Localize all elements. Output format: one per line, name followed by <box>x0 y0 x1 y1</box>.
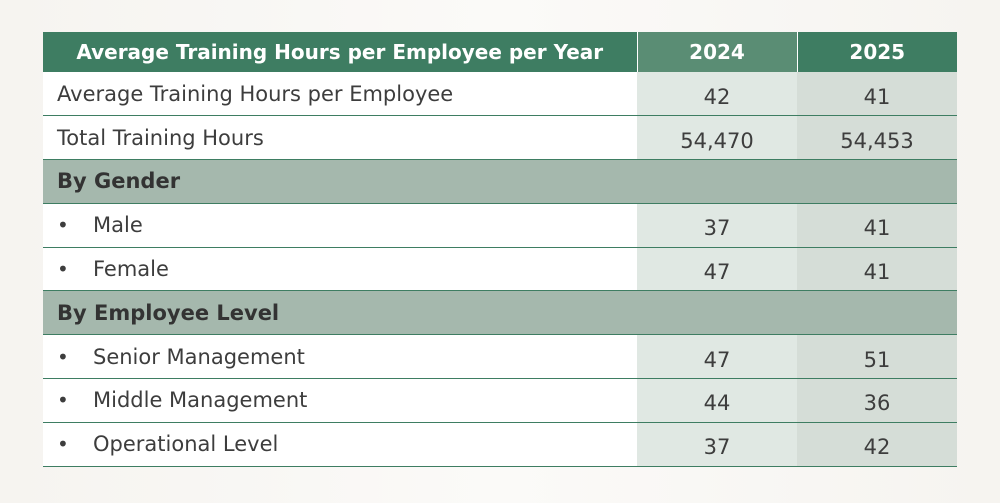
value-2024: 44 <box>637 378 797 423</box>
row-label: Operational Level <box>93 432 279 457</box>
value-2024: 37 <box>637 203 797 248</box>
bullet-marker: • <box>57 213 69 238</box>
value-2025: 41 <box>797 72 957 117</box>
row-label-cell: • Male <box>43 203 637 248</box>
value-2024: 54,470 <box>637 115 797 161</box>
training-hours-table-container: Average Training Hours per Employee per … <box>43 32 957 467</box>
bullet-marker: • <box>57 257 69 282</box>
row-label-cell: • Senior Management <box>43 334 637 380</box>
section-row-employee-level: By Employee Level <box>43 290 957 336</box>
row-label: Female <box>93 257 169 282</box>
row-label: Total Training Hours <box>43 115 637 161</box>
table-row: • Female 47 41 <box>43 247 957 292</box>
row-label: Average Training Hours per Employee <box>43 72 637 117</box>
section-heading: By Gender <box>43 159 957 204</box>
value-2025: 41 <box>797 247 957 292</box>
value-2025: 54,453 <box>797 115 957 161</box>
header-year-2024: 2024 <box>636 32 797 72</box>
value-2024: 37 <box>637 422 797 467</box>
value-2025: 41 <box>797 203 957 248</box>
header-metric-label: Average Training Hours per Employee per … <box>43 32 637 72</box>
header-year-2025: 2025 <box>796 32 957 72</box>
value-2024: 42 <box>637 72 797 117</box>
value-2025: 36 <box>797 378 957 423</box>
table-row: • Male 37 41 <box>43 203 957 248</box>
row-label-cell: • Middle Management <box>43 378 637 423</box>
bullet-marker: • <box>57 388 69 413</box>
value-2024: 47 <box>637 334 797 380</box>
row-label: Middle Management <box>93 388 308 413</box>
table-row: Total Training Hours 54,470 54,453 <box>43 115 957 161</box>
row-label: Senior Management <box>93 344 305 369</box>
bullet-marker: • <box>57 432 69 457</box>
bullet-marker: • <box>57 344 69 369</box>
row-label: Male <box>93 213 143 238</box>
section-heading: By Employee Level <box>43 290 957 336</box>
row-label-cell: • Operational Level <box>43 422 637 467</box>
section-row-gender: By Gender <box>43 159 957 204</box>
table-row: • Operational Level 37 42 <box>43 422 957 467</box>
table-row: • Middle Management 44 36 <box>43 378 957 423</box>
table-row: • Senior Management 47 51 <box>43 334 957 380</box>
value-2025: 42 <box>797 422 957 467</box>
row-label-cell: • Female <box>43 247 637 292</box>
value-2025: 51 <box>797 334 957 380</box>
value-2024: 47 <box>637 247 797 292</box>
training-hours-table: Average Training Hours per Employee per … <box>43 32 957 467</box>
table-row: Average Training Hours per Employee 42 4… <box>43 72 957 117</box>
table-header-row: Average Training Hours per Employee per … <box>43 32 957 72</box>
